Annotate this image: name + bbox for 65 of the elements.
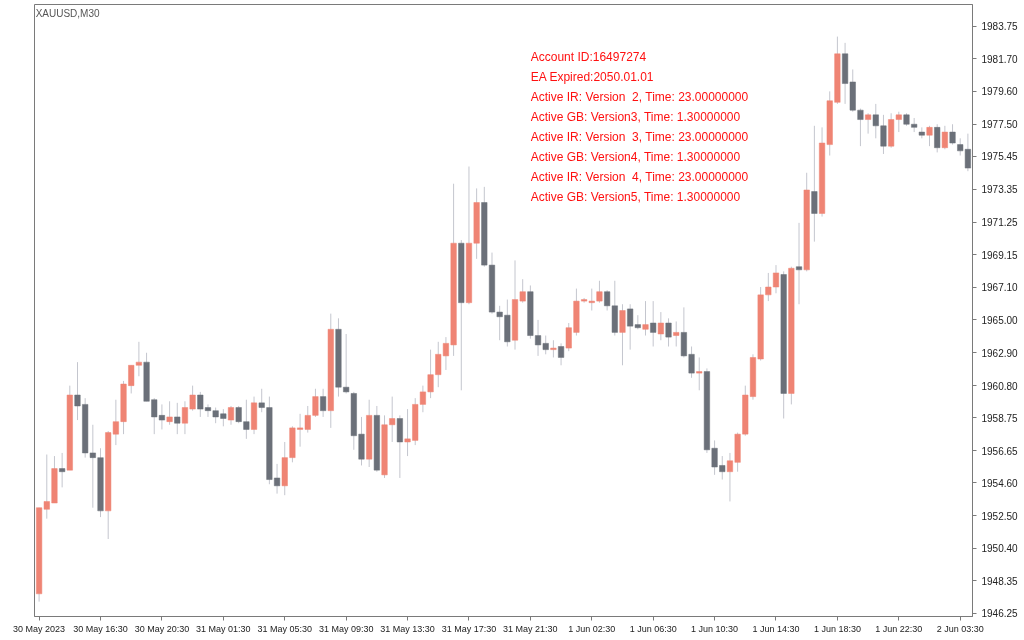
candlestick: [926, 125, 933, 147]
y-tick-label: 1971.25: [981, 217, 1019, 229]
candlestick: [59, 452, 66, 488]
y-tick-label: 1975.45: [981, 151, 1019, 163]
y-tick-label: 1967.10: [981, 282, 1019, 294]
x-tick-label: 30 May 2023: [13, 623, 66, 634]
x-tick-label: 31 May 09:30: [318, 623, 374, 634]
annotation: EA Expired:2050.01.01: [530, 70, 654, 85]
y-tick-label: 1983.75: [981, 21, 1019, 33]
x-tick-label: 31 May 17:30: [441, 623, 497, 634]
candlestick: [558, 342, 565, 366]
annotation: Active GB: Version4, Time: 1.30000000: [530, 149, 741, 164]
y-tick-label: 1958.75: [981, 412, 1019, 424]
candlestick: [934, 123, 941, 153]
annotation: Account ID:16497274: [530, 50, 647, 65]
y-tick-label: 1946.25: [981, 608, 1019, 620]
y-tick-label: 1973.35: [981, 184, 1019, 196]
candlestick: [696, 356, 703, 391]
x-tick-label: 1 Jun 02:30: [568, 623, 616, 634]
candlestick: [811, 125, 818, 243]
candlestick: [949, 123, 956, 146]
y-tick-label: 1960.80: [981, 380, 1019, 392]
annotation: Active IR: Version 2, Time: 23.00000000: [530, 90, 749, 105]
x-tick-label: 1 Jun 18:30: [813, 623, 861, 634]
candlestick: [396, 414, 403, 479]
candlestick: [166, 400, 173, 426]
x-tick-label: 1 Jun 10:30: [691, 623, 739, 634]
x-tick-label: 2 Jun 03:30: [936, 623, 984, 634]
y-tick-label: 1952.50: [981, 510, 1019, 522]
candlestick: [619, 303, 626, 366]
candlestick: [665, 317, 672, 347]
y-tick-label: 1950.40: [981, 543, 1019, 555]
y-tick-label: 1948.35: [981, 575, 1019, 587]
x-tick-label: 31 May 21:30: [503, 623, 558, 634]
y-tick-label: 1956.65: [981, 445, 1019, 457]
x-tick-label: 1 Jun 06:30: [629, 623, 677, 634]
y-tick-label: 1965.00: [981, 314, 1019, 326]
candlestick: [941, 125, 948, 150]
x-tick-label: 1 Jun 14:30: [752, 623, 800, 634]
x-tick-label: 31 May 05:30: [257, 623, 313, 634]
y-tick-label: 1969.15: [981, 249, 1019, 261]
x-tick-label: 1 Jun 22:30: [875, 623, 923, 634]
candlestick: [642, 300, 649, 337]
candlestick: [227, 405, 235, 426]
x-tick-label: 31 May 13:30: [380, 623, 435, 634]
candlestick: [174, 402, 181, 435]
y-tick-label: 1962.90: [981, 347, 1019, 359]
x-tick-label: 30 May 16:30: [73, 623, 128, 634]
candlestick: [673, 320, 680, 347]
candlestick: [865, 112, 872, 135]
y-tick-label: 1977.50: [981, 119, 1019, 131]
annotation: Active IR: Version 3, Time: 23.00000000: [530, 129, 749, 144]
candlestick: [796, 222, 803, 305]
chart-title: XAUUSD,M30: [35, 7, 100, 19]
candlestick: [650, 300, 657, 347]
y-tick-label: 1979.60: [981, 86, 1019, 98]
y-tick-label: 1954.60: [981, 477, 1019, 489]
y-tick-label: 1981.70: [981, 53, 1019, 65]
annotation: Active IR: Version 4, Time: 23.00000000: [530, 169, 749, 184]
x-tick-label: 31 May 01:30: [196, 623, 251, 634]
candlestick: [320, 388, 327, 418]
candlestick: [657, 311, 664, 341]
x-tick-label: 30 May 20:30: [134, 623, 190, 634]
annotation: Active GB: Version3, Time: 1.30000000: [530, 110, 741, 125]
annotation: Active GB: Version5, Time: 1.30000000: [530, 189, 741, 204]
